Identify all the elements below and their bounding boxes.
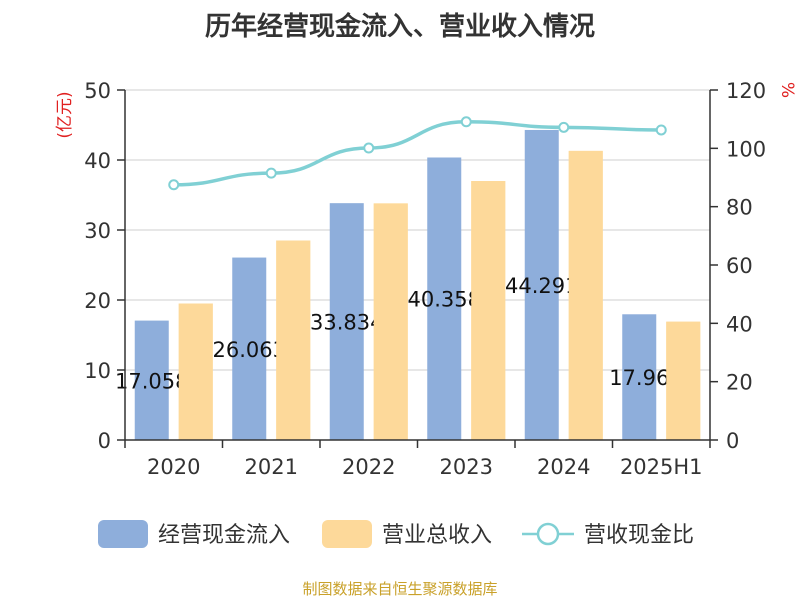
legend-swatch-revenue [322, 520, 372, 548]
bar-revenue-overlay [471, 181, 506, 440]
x-tick-label: 2024 [537, 455, 590, 479]
ratio-point [265, 167, 277, 179]
bar-cash-inflow [232, 257, 267, 440]
y-left-tick-label: 20 [84, 289, 111, 313]
bar-revenue-overlay [373, 203, 408, 440]
bar-cash-inflow [329, 203, 364, 440]
ratio-point [460, 116, 472, 128]
bar-data-label: 40.358 [408, 288, 481, 312]
bar-revenue-overlay [178, 303, 213, 440]
y-right-tick-label: 40 [726, 312, 753, 336]
ratio-line [173, 120, 662, 187]
bar-revenue-overlay [276, 240, 311, 440]
bar-cash-inflow [427, 157, 462, 440]
y-left-tick-label: 10 [84, 359, 111, 383]
legend-label-ratio: 营收现金比 [584, 523, 694, 548]
legend-marker-ratio [536, 522, 560, 546]
bar-revenue-overlay [666, 321, 701, 440]
bar-cash-inflow [524, 129, 559, 440]
bar-data-label: 17.96 [609, 366, 669, 390]
bar-cash-inflow [622, 314, 657, 440]
y-left-axis-label: (亿元) [55, 91, 75, 138]
ratio-point [363, 142, 375, 154]
bar-data-label: 26.063 [213, 338, 286, 362]
x-tick-label: 2022 [342, 455, 395, 479]
y-right-tick-label: 60 [726, 254, 753, 278]
bar-revenue-overlay [568, 150, 603, 440]
source-footer: 制图数据来自恒生聚源数据库 [302, 580, 498, 598]
bar-data-label: 44.291 [505, 274, 578, 298]
ratio-point [558, 121, 570, 133]
x-tick-label: 2025H1 [620, 455, 703, 479]
y-right-tick-label: 120 [726, 79, 766, 103]
legend-label-cash-inflow: 经营现金流入 [158, 523, 290, 548]
y-left-tick-label: 30 [84, 219, 111, 243]
x-tick-label: 2023 [440, 455, 493, 479]
y-right-tick-label: 80 [726, 196, 753, 220]
legend-label-revenue: 营业总收入 [382, 523, 492, 548]
y-left-tick-label: 0 [98, 429, 111, 453]
y-right-tick-label: 0 [726, 429, 739, 453]
ratio-point [655, 124, 667, 136]
y-right-axis-label: % [777, 82, 797, 98]
y-right-tick-label: 100 [726, 137, 766, 161]
y-left-tick-label: 50 [84, 79, 111, 103]
ratio-point [168, 179, 180, 191]
y-right-tick-label: 20 [726, 371, 753, 395]
bar-cash-inflow [134, 320, 169, 440]
x-tick-label: 2020 [147, 455, 200, 479]
x-tick-label: 2021 [245, 455, 298, 479]
bar-data-label: 33.834 [310, 311, 383, 335]
y-left-tick-label: 40 [84, 149, 111, 173]
bar-data-label: 17.058 [115, 369, 188, 393]
legend-swatch-cash-inflow [98, 520, 148, 548]
chart-title: 历年经营现金流入、营业收入情况 [204, 12, 595, 42]
